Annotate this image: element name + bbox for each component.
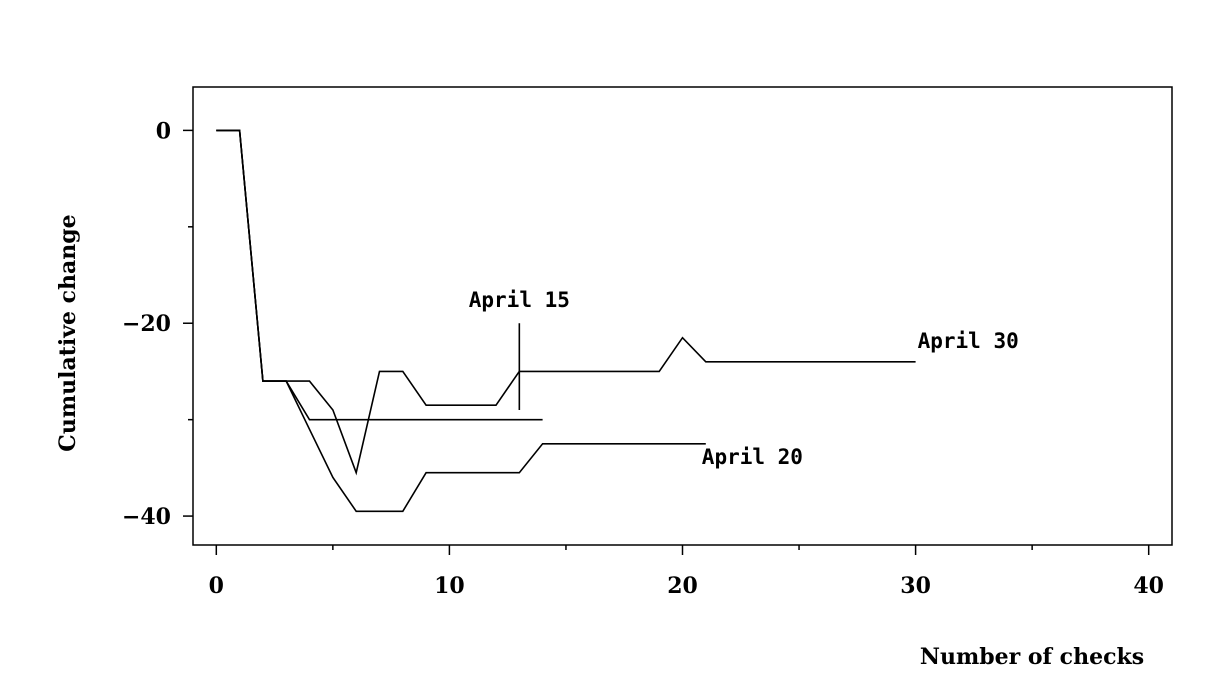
series-line-april-15 [216, 129, 543, 421]
x-tick-label: 40 [1133, 573, 1164, 599]
series-lines [216, 129, 916, 513]
axis-tick-labels: 0 10 20 30 40 0 −20 −40 [122, 118, 1164, 599]
y-axis-title: Cumulative change [55, 214, 81, 451]
x-tick-label: 10 [434, 573, 465, 599]
y-tick-label: −40 [122, 504, 171, 530]
x-tick-label: 20 [667, 573, 698, 599]
y-tick-label: −20 [122, 311, 171, 337]
series-label: April 15 [469, 288, 570, 312]
series-annotations: April 15 April 20 April 30 [469, 288, 1019, 469]
y-tick-label: 0 [156, 118, 171, 144]
axis-ticks [183, 129, 1150, 555]
x-tick-label: 30 [900, 573, 931, 599]
plot-frame [192, 86, 1173, 546]
series-label: April 30 [918, 329, 1019, 353]
x-axis-title: Number of checks [920, 644, 1144, 670]
series-label: April 20 [702, 445, 803, 469]
x-tick-label: 0 [209, 573, 224, 599]
series-line-april-30 [216, 129, 916, 476]
series-line-april-20 [216, 129, 706, 513]
